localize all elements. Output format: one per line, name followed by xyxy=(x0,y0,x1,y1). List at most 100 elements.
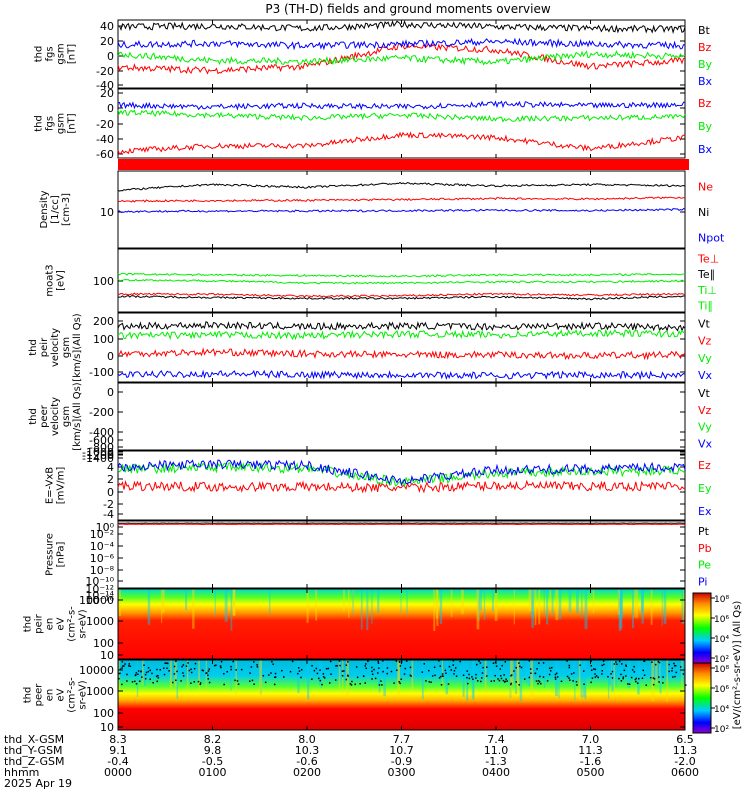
ylabel-line: thd xyxy=(34,46,45,63)
peer-spec-ylabel: thd peer en eV (cm²-s-sr-eV) xyxy=(23,677,89,713)
ylabel-line: en xyxy=(45,689,56,702)
peer-velocity-axes xyxy=(117,382,686,451)
footer-value: 7.7 xyxy=(393,733,411,746)
series-Npot xyxy=(117,208,686,213)
fgs-gsm-ylabel: thd fgs gsm [nT] xyxy=(34,43,78,64)
y-tick-label: -60 xyxy=(96,148,114,161)
ylabel-line: gsm xyxy=(56,113,67,134)
fgs-gsm-axes xyxy=(117,19,686,89)
legend-pressure-1: Pb xyxy=(698,542,712,555)
y-tick-label: 10 xyxy=(100,721,114,734)
ylabel-line: thd xyxy=(28,339,39,356)
y-tick-label: 2 xyxy=(107,473,114,486)
panel-density: 10 Density [1/cc] [cm-3] Ne Ni Npot xyxy=(39,170,725,249)
footer-value: 11.3 xyxy=(673,744,698,757)
y-tick-label: -400 xyxy=(89,426,114,439)
footer-value: 0100 xyxy=(199,766,227,779)
legend-fgs-gsm-2-1: By xyxy=(698,120,713,133)
ylabel-line: gsm xyxy=(56,43,67,64)
flag-bar xyxy=(118,159,689,170)
series-Vy xyxy=(117,328,686,341)
peer-spec-streaks xyxy=(118,660,687,702)
series-Ti⊥ xyxy=(117,272,686,278)
footer-value: 8.0 xyxy=(298,733,316,746)
series-Ni xyxy=(117,181,686,192)
series-group-4 xyxy=(117,320,686,381)
ylabel-line: [1/cc] xyxy=(50,195,61,224)
chart-title: P3 (TH-D) fields and ground moments over… xyxy=(265,2,550,16)
legend-peer-velocity-2: Vy xyxy=(698,421,712,434)
efield-ylabel: E=-VxB [mV/m] xyxy=(45,467,67,505)
legend-peer-velocity-3: Vx xyxy=(698,437,713,450)
ylabel-line: peer xyxy=(39,404,50,428)
ylabel-line: [mV/m] xyxy=(56,467,67,505)
colorbar-tick-label: 10⁶ xyxy=(714,615,729,625)
ylabel-line: eV xyxy=(56,688,67,701)
density-ylabel: Density [1/cc] [cm-3] xyxy=(39,190,72,228)
series-Vt xyxy=(117,320,686,333)
footer-value: 0600 xyxy=(671,766,699,779)
legend-efield-1: Ey xyxy=(698,482,712,495)
panel-temperature: 100 moat3 [eV] Te⊥ Te∥ Ti⊥ Ti∥ xyxy=(45,248,719,313)
footer-value: 10.3 xyxy=(295,744,320,757)
footer-value: -0.9 xyxy=(391,755,412,768)
y-tick-label: 10⁰ xyxy=(96,521,115,534)
y-tick-label: 0 xyxy=(107,350,114,363)
series-Ne xyxy=(117,196,686,203)
ylabel-line: [nT] xyxy=(67,44,78,64)
series-Bz xyxy=(117,131,686,155)
ylabel-line: peir xyxy=(39,337,50,357)
peer-velocity-ylabel: thd peer velocity gsm [km/s](All Qs) xyxy=(28,382,83,450)
colorbar-tick-label: 10² xyxy=(714,655,729,665)
peir-spec-heatmap xyxy=(118,589,685,659)
footer-value: 0200 xyxy=(293,766,321,779)
ylabel-line: eV xyxy=(56,617,67,630)
legend-fgs-gsm-2-2: Bx xyxy=(698,143,713,156)
legend-peer-velocity-0: Vt xyxy=(698,387,711,400)
y-tick-label: -1000 xyxy=(82,446,114,459)
footer-value: 7.4 xyxy=(487,733,505,746)
panel-fgs-gsm: 40 20 0 -20-40 thd fgs gsm [nT] Bt Bz By Bx xyxy=(34,19,713,92)
ylabel-line: fgs xyxy=(45,116,56,131)
series-Ez xyxy=(117,479,686,494)
series-Ex xyxy=(117,459,686,487)
legend-pressure-3: Pi xyxy=(698,575,707,588)
legend-peir-velocity-0: Vt xyxy=(698,317,711,330)
footer-value: 8.2 xyxy=(204,733,222,746)
footer-value: -0.6 xyxy=(296,755,317,768)
footer-value: 0400 xyxy=(482,766,510,779)
ylabel-line: gsm xyxy=(61,337,72,358)
y-tick-label: 200 xyxy=(93,315,114,328)
footer-value: 9.8 xyxy=(204,744,222,757)
legend-temperature-2: Ti⊥ xyxy=(697,284,717,297)
ylabel-line: thd xyxy=(23,687,34,704)
ylabel-line: moat3 xyxy=(45,264,56,296)
y-tick-label: 0 xyxy=(107,102,114,115)
peer-spec-heatmap xyxy=(118,660,685,730)
footer-value: -0.4 xyxy=(107,755,128,768)
ylabel-line: en xyxy=(45,618,56,631)
colorbar-tick-label: 10⁶ xyxy=(714,685,729,695)
y-tick-label: 1000 xyxy=(86,615,114,628)
ylabel-line: [km/s](All Qs) xyxy=(72,382,83,450)
series-Te∥ xyxy=(118,295,686,301)
legend-efield-0: Ez xyxy=(698,459,711,472)
series-group-1 xyxy=(117,100,686,155)
y-tick-label: -20 xyxy=(96,118,114,131)
y-tick-label: 20 xyxy=(100,87,114,100)
y-tick-label: 10⁻⁸ xyxy=(90,564,115,577)
ylabel-line: [nPa] xyxy=(56,541,67,567)
series-Bz xyxy=(117,42,686,75)
y-tick-label: -100 xyxy=(89,366,114,379)
legend-fgs-gsm-1: Bz xyxy=(698,41,712,54)
y-tick-label: -1200 xyxy=(82,449,114,462)
y-tick-label: 100 xyxy=(93,707,114,720)
y-tick-label: 10⁻¹² xyxy=(85,583,114,596)
footer-value: 10.7 xyxy=(389,744,414,757)
density-axes xyxy=(117,170,686,249)
ylabel-line: sr-eV) xyxy=(78,680,89,709)
legend-peer-velocity-1: Vz xyxy=(698,404,712,417)
temperature-axes xyxy=(117,248,686,313)
footer-row-label: hhmm xyxy=(4,766,39,779)
